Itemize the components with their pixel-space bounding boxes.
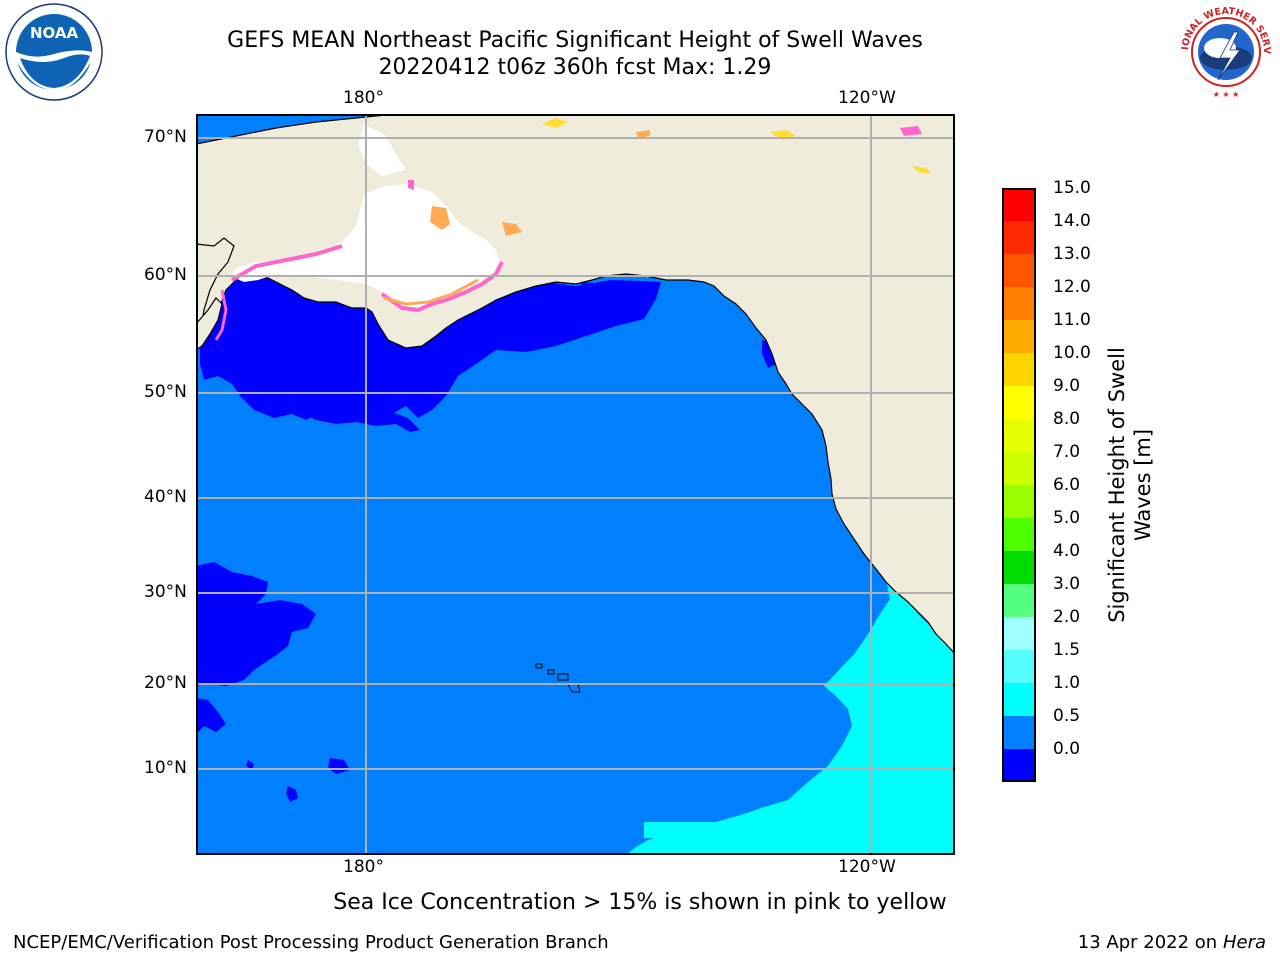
colorbar-swatch — [1002, 386, 1036, 420]
colorbar-swatch — [1002, 254, 1036, 288]
colorbar-swatch — [1002, 749, 1036, 782]
gridlines — [196, 114, 955, 855]
colorbar-tick-label: 13.0 — [1053, 244, 1091, 264]
colorbar-tick-label: 14.0 — [1053, 211, 1091, 231]
hawaii-islands — [535, 663, 581, 693]
colorbar-title-line1: Significant Height of Swell — [1105, 347, 1129, 623]
svg-text:NOAA: NOAA — [30, 24, 79, 42]
colorbar-swatch — [1002, 320, 1036, 354]
y-tick-40n: 40°N — [144, 487, 187, 507]
colorbar-tick-label: 10.0 — [1053, 343, 1091, 363]
colorbar-swatch — [1002, 485, 1036, 519]
svg-text:★ ★ ★: ★ ★ ★ — [1213, 90, 1240, 99]
x-tick-top-180: 180° — [343, 88, 384, 108]
colorbar-tick-label: 1.5 — [1053, 640, 1081, 660]
chart-title: GEFS MEAN Northeast Pacific Significant … — [227, 28, 923, 53]
colorbar-swatch — [1002, 188, 1036, 222]
y-tick-70n: 70°N — [144, 127, 187, 147]
colorbar-title: Significant Height of Swell Waves [m] — [1104, 347, 1156, 623]
colorbar-tick-label: 4.0 — [1053, 541, 1081, 561]
map-panel — [196, 114, 955, 855]
colorbar-swatch — [1002, 518, 1036, 552]
footer-host: Hera — [1222, 932, 1266, 953]
ocean-swell-1.0-1.5 — [626, 579, 955, 855]
colorbar-tick-label: 9.0 — [1053, 376, 1081, 396]
y-tick-30n: 30°N — [144, 582, 187, 602]
colorbar-tick-label: 11.0 — [1053, 310, 1091, 330]
y-tick-10n: 10°N — [144, 758, 187, 778]
colorbar-swatch — [1002, 221, 1036, 255]
colorbar-swatch — [1002, 683, 1036, 717]
chart-subtitle: 20220412 t06z 360h fcst Max: 1.29 — [378, 55, 772, 80]
colorbar-swatch — [1002, 716, 1036, 750]
x-tick-top-120w: 120°W — [838, 88, 896, 108]
colorbar-swatch — [1002, 287, 1036, 321]
colorbar-tick-label: 7.0 — [1053, 442, 1081, 462]
colorbar-tick-label: 8.0 — [1053, 409, 1081, 429]
y-tick-20n: 20°N — [144, 673, 187, 693]
colorbar-swatch — [1002, 650, 1036, 684]
colorbar-tick-label: 0.5 — [1053, 706, 1081, 726]
colorbar-tick-label: 3.0 — [1053, 574, 1081, 594]
noaa-logo-icon: NOAA — [5, 3, 103, 101]
colorbar-swatch — [1002, 551, 1036, 585]
colorbar-swatch — [1002, 584, 1036, 618]
colorbar-swatch — [1002, 617, 1036, 651]
map-caption: Sea Ice Concentration > 15% is shown in … — [333, 890, 947, 915]
colorbar-tick-label: 2.0 — [1053, 607, 1081, 627]
colorbar-tick-label: 0.0 — [1053, 739, 1081, 759]
colorbar-tick-label: 1.0 — [1053, 673, 1081, 693]
colorbar-tick-label: 5.0 — [1053, 508, 1081, 528]
y-tick-50n: 50°N — [144, 382, 187, 402]
colorbar-swatch — [1002, 452, 1036, 486]
colorbar-tick-label: 6.0 — [1053, 475, 1081, 495]
nws-logo-icon: NATIONAL WEATHER SERVICE ★ ★ ★ — [1176, 2, 1274, 100]
colorbar-swatch — [1002, 419, 1036, 453]
footer-credit: NCEP/EMC/Verification Post Processing Pr… — [13, 932, 609, 953]
x-tick-bottom-120w: 120°W — [838, 857, 896, 877]
colorbar-swatch — [1002, 353, 1036, 387]
colorbar — [1002, 188, 1036, 782]
colorbar-tick-label: 15.0 — [1053, 178, 1091, 198]
footer-date: 13 Apr 2022 on Hera — [1078, 932, 1266, 953]
colorbar-title-line2: Waves [m] — [1131, 428, 1155, 542]
ocean-swell-0-0.5-north — [200, 274, 661, 420]
colorbar-tick-label: 12.0 — [1053, 277, 1091, 297]
x-tick-bottom-180: 180° — [343, 857, 384, 877]
y-tick-60n: 60°N — [144, 265, 187, 285]
footer-date-text: 13 Apr 2022 on — [1077, 932, 1223, 953]
